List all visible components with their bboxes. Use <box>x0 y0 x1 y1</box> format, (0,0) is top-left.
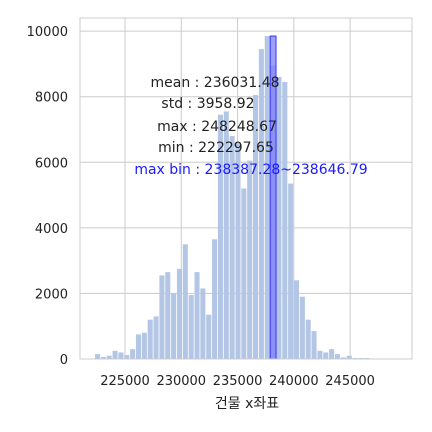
histogram-bar <box>311 331 317 359</box>
histogram-bar <box>323 352 329 359</box>
x-tick-label: 240000 <box>269 374 319 389</box>
stat-max-bin: max bin : 238387.28~238646.79 <box>134 162 367 178</box>
histogram-bar <box>194 272 200 359</box>
histogram-bar <box>95 354 101 359</box>
histogram-bar <box>229 136 235 359</box>
histogram-bar <box>317 350 323 359</box>
histogram-bar <box>118 352 124 359</box>
histogram-bar <box>171 293 177 359</box>
histogram-bar <box>212 239 218 359</box>
y-tick-label: 8000 <box>35 91 68 106</box>
histogram-bar <box>223 111 229 359</box>
x-tick-label: 235000 <box>213 374 263 389</box>
histogram-bar <box>147 319 153 359</box>
histogram-bar <box>340 357 346 359</box>
x-axis-label: 건물 x좌표 <box>215 396 279 412</box>
histogram-bar <box>264 36 270 359</box>
histogram-bar <box>299 296 305 359</box>
histogram-bar <box>258 49 264 359</box>
y-tick-label: 10000 <box>27 25 68 40</box>
histogram-bar <box>200 288 206 359</box>
x-tick-label: 245000 <box>325 374 375 389</box>
histogram-bar <box>182 244 188 359</box>
histogram-bar <box>165 272 171 359</box>
histogram-bar <box>124 355 130 359</box>
histogram-bar <box>346 355 352 359</box>
histogram-bar <box>217 114 223 360</box>
stat-mean: mean : 236031.48 <box>150 75 279 91</box>
y-tick-label: 6000 <box>35 156 68 171</box>
histogram-bar <box>176 268 182 359</box>
histogram-bar <box>188 295 194 359</box>
histogram-bar <box>100 357 106 359</box>
stat-min: min : 222297.65 <box>158 140 274 156</box>
plot-frame <box>79 17 413 360</box>
histogram-bar <box>141 332 147 359</box>
histogram-bar <box>206 314 212 359</box>
histogram-bar <box>106 355 112 359</box>
histogram-bar <box>276 77 282 360</box>
histogram-bar <box>241 188 247 359</box>
histogram-bar <box>159 275 165 359</box>
x-axis-ticks: 225000 230000 235000 240000 245000 <box>100 374 375 389</box>
y-tick-label: 0 <box>60 353 68 368</box>
histogram-bar <box>130 349 136 359</box>
histogram-bar <box>247 160 253 359</box>
histogram-bar <box>153 316 159 359</box>
histogram-bar <box>235 142 241 359</box>
histogram-bar <box>112 350 118 359</box>
stat-max: max : 248248.67 <box>157 119 277 135</box>
x-tick-label: 230000 <box>156 374 206 389</box>
y-axis-ticks: 0 2000 4000 6000 8000 10000 <box>27 25 68 368</box>
histogram-bar <box>293 280 300 359</box>
y-tick-label: 2000 <box>35 287 68 302</box>
histogram-bar <box>329 349 335 359</box>
histogram-bar <box>135 334 142 359</box>
histogram-bar <box>334 354 340 359</box>
histogram-bar <box>305 319 311 359</box>
histogram-bar <box>282 81 288 359</box>
x-tick-label: 225000 <box>100 374 150 389</box>
stat-std: std : 3958.92 <box>161 96 254 112</box>
y-tick-label: 4000 <box>35 222 68 237</box>
histogram-bar <box>253 95 259 359</box>
histogram-bar <box>288 183 294 359</box>
